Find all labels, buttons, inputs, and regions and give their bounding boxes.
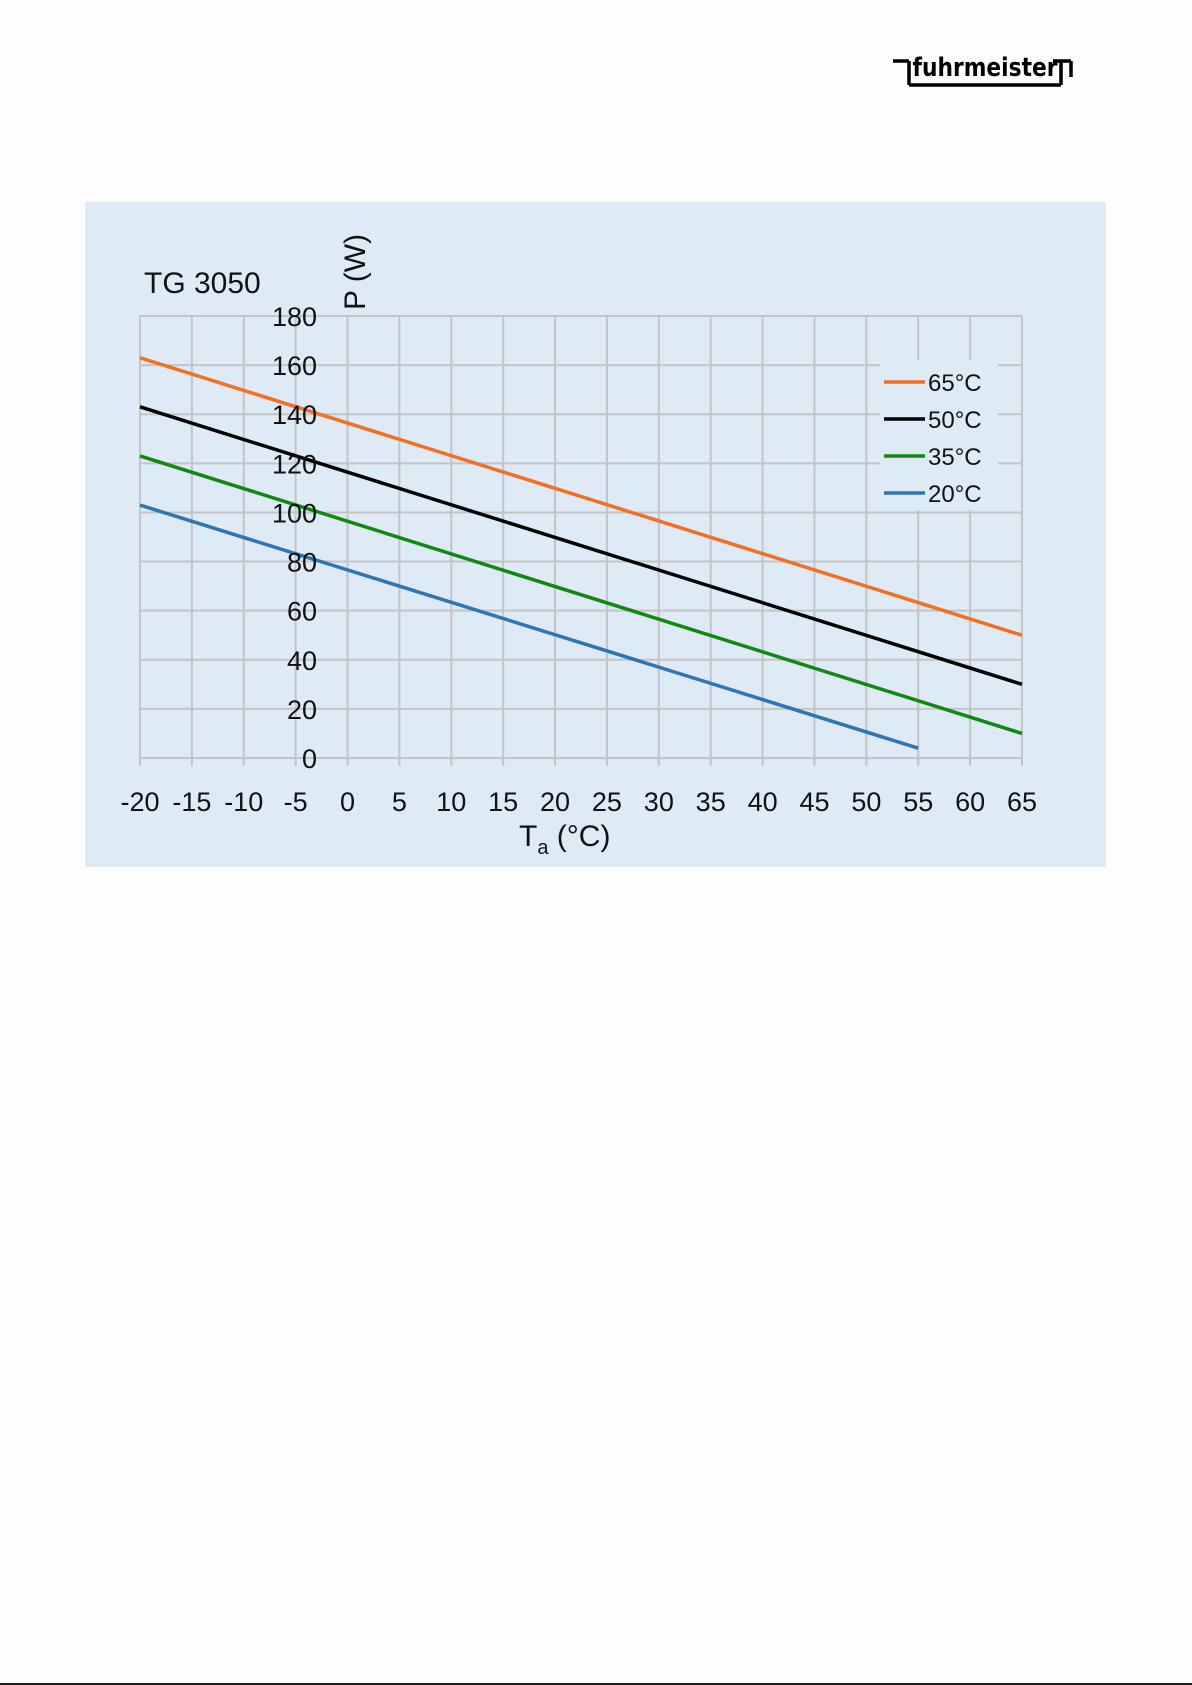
legend-label: 35°C	[928, 444, 982, 471]
chart-panel	[85, 202, 1106, 867]
x-tick-label: 0	[340, 787, 355, 817]
y-tick-label: 160	[272, 351, 317, 381]
chart-series-lines	[139, 356, 1023, 750]
chart-title: TG 3050	[144, 267, 261, 300]
y-axis-label: P (W)	[339, 234, 372, 310]
legend-label: 65°C	[928, 370, 982, 397]
x-tick-label: 20	[540, 787, 570, 817]
x-axis-tick-labels: -20 -15 -10 -5 0 5 10 15 20 25 30 35 40 45 50 55 60 65	[120, 787, 1037, 817]
power-temperature-chart: -20 -15 -10 -5 0 5 10 15 20 25 30 35 40 45 50 55 60 65 0 2…	[120, 234, 1037, 859]
x-axis-label-unit: (°C)	[548, 820, 610, 853]
x-tick-label: 40	[748, 787, 778, 817]
series-line	[139, 503, 919, 750]
svg-text:fuhrmeister: fuhrmeister	[913, 53, 1058, 83]
y-axis-tick-labels: 0 20 40 60 80 100 120 140 160 180	[272, 302, 317, 774]
x-tick-label: 45	[799, 787, 829, 817]
x-tick-label: 35	[696, 787, 726, 817]
legend-label: 50°C	[928, 407, 982, 434]
x-axis-label: Ta (°C)	[519, 820, 610, 859]
y-tick-label: 100	[272, 498, 317, 528]
x-tick-label: -15	[172, 787, 211, 817]
x-tick-label: -5	[284, 787, 308, 817]
series-line	[139, 405, 1023, 687]
x-axis-label-main: T	[519, 820, 537, 853]
y-tick-label: 0	[302, 744, 317, 774]
x-axis-label-subscript: a	[537, 837, 549, 859]
legend: 65°C 50°C 35°C 20°C	[880, 360, 998, 510]
y-tick-label: 80	[287, 548, 317, 578]
series-line	[139, 454, 1023, 736]
fuhrmeister-logo: fuhrmeister	[893, 53, 1073, 87]
x-tick-label: 65	[1007, 787, 1037, 817]
x-tick-label: 50	[851, 787, 881, 817]
y-tick-label: 120	[272, 449, 317, 479]
legend-label: 20°C	[928, 481, 982, 508]
x-tick-label: 55	[903, 787, 933, 817]
y-tick-label: 180	[272, 302, 317, 332]
x-tick-label: 5	[392, 787, 407, 817]
y-tick-label: 60	[287, 597, 317, 627]
x-tick-label: 60	[955, 787, 985, 817]
y-tick-label: 140	[272, 400, 317, 430]
x-tick-label: 30	[644, 787, 674, 817]
legend-box	[880, 360, 998, 510]
x-tick-label: 10	[436, 787, 466, 817]
x-tick-label: -20	[120, 787, 159, 817]
y-tick-label: 40	[287, 646, 317, 676]
bottom-rule	[0, 1683, 1192, 1685]
x-tick-label: -10	[224, 787, 263, 817]
chart-grid	[139, 315, 1023, 766]
series-line	[139, 356, 1023, 637]
y-tick-label: 20	[287, 695, 317, 725]
x-tick-label: 25	[592, 787, 622, 817]
x-tick-label: 15	[488, 787, 518, 817]
